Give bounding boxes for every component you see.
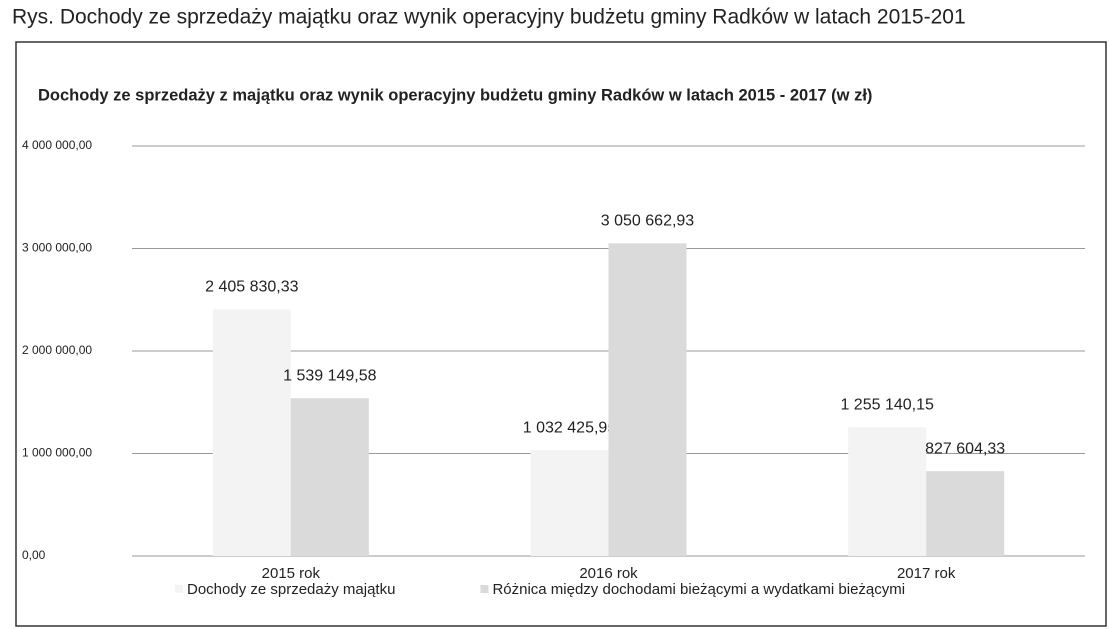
bar [530, 450, 609, 556]
value-label: 2 405 830,33 [205, 279, 299, 296]
y-tick-label: 1 000 000,00 [22, 446, 92, 460]
legend-label: Różnica między dochodami bieżącymi a wyd… [492, 581, 905, 598]
bar [212, 309, 291, 556]
value-label: 3 050 662,93 [601, 213, 695, 230]
y-tick-label: 0,00 [22, 548, 46, 562]
bar [848, 427, 927, 556]
value-label: 827 604,33 [925, 440, 1005, 457]
bar [290, 398, 369, 556]
legend-swatch [480, 585, 489, 593]
value-label: 1 032 425,95 [523, 419, 617, 436]
value-label: 1 255 140,15 [840, 397, 934, 414]
y-tick-label: 3 000 000,00 [22, 241, 92, 255]
value-label: 1 539 149,58 [283, 367, 377, 384]
chart-frame [15, 41, 1107, 627]
bar [608, 243, 687, 556]
legend-label: Dochody ze sprzedaży majątku [187, 581, 395, 598]
y-tick-label: 4 000 000,00 [22, 138, 92, 152]
chart-title: Dochody ze sprzedaży z majątku oraz wyni… [38, 86, 872, 104]
y-tick-label: 2 000 000,00 [22, 343, 92, 357]
x-tick-label: 2017 rok [897, 565, 956, 582]
caption: Rys. Dochody ze sprzedaży majątku oraz w… [12, 6, 966, 29]
legend-swatch [175, 585, 183, 593]
x-tick-label: 2016 rok [579, 565, 638, 582]
bar [926, 471, 1005, 556]
x-tick-label: 2015 rok [262, 565, 321, 582]
